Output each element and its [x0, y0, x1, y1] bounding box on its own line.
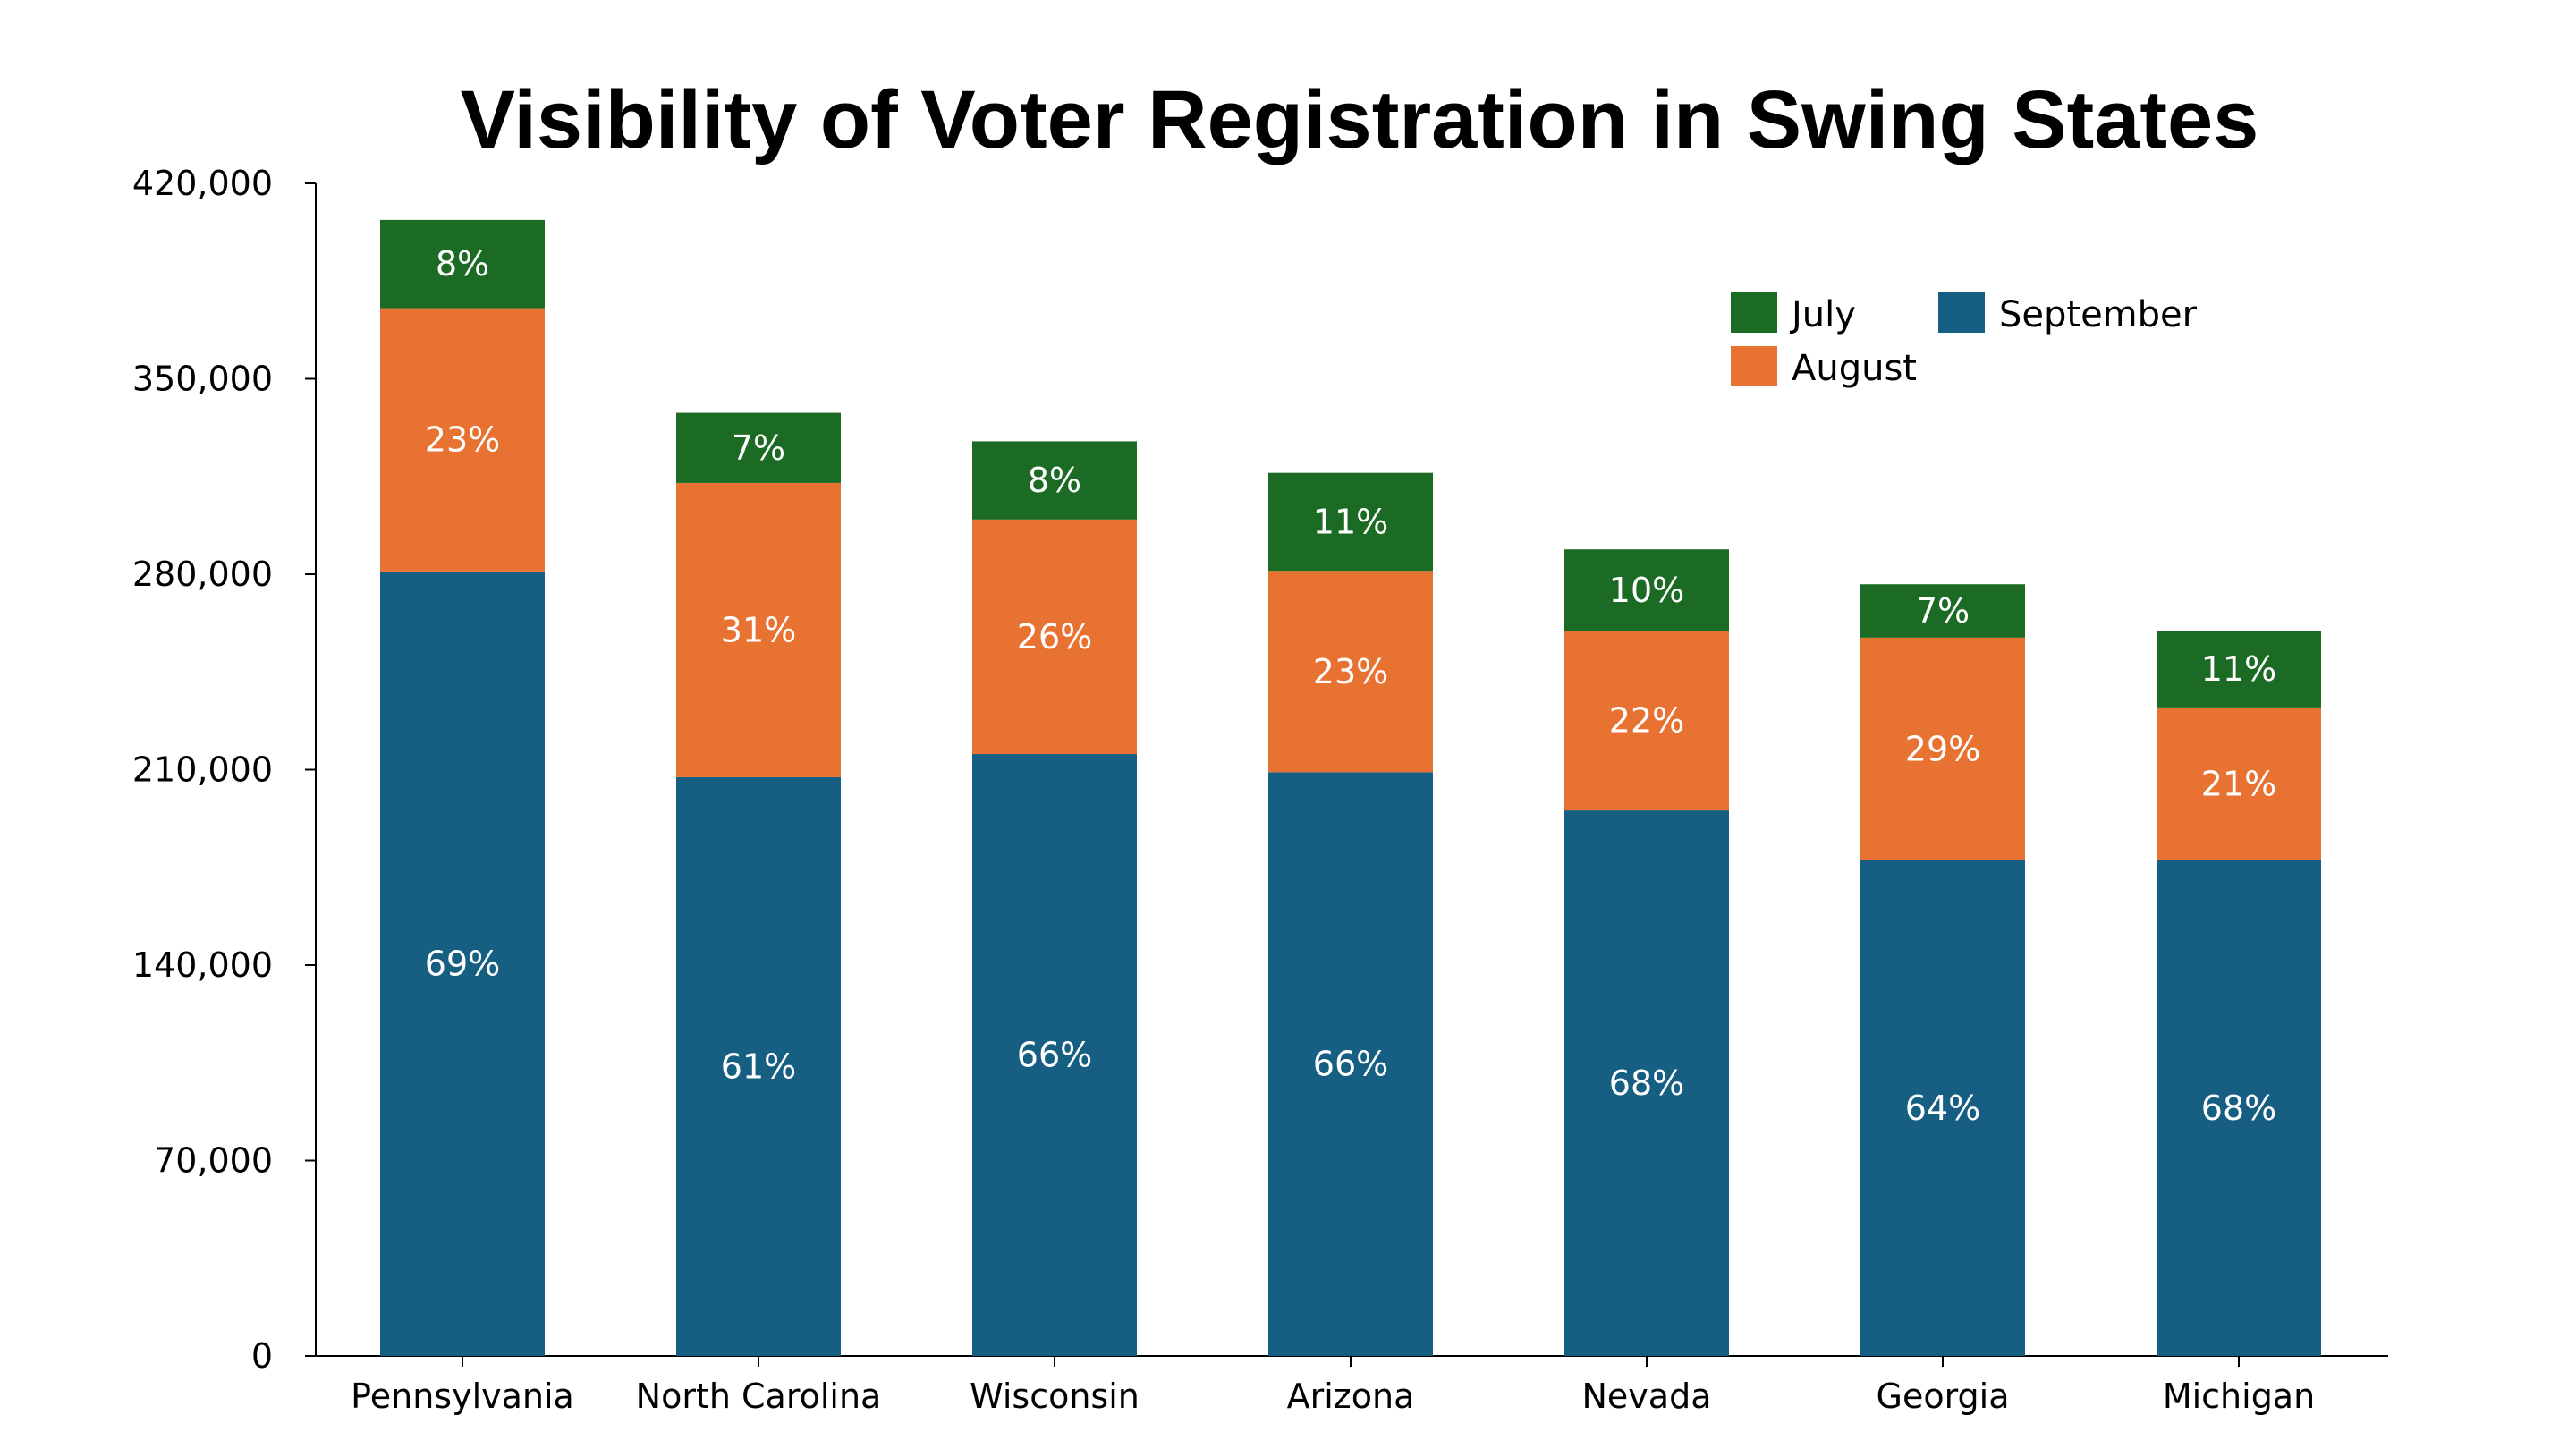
bar-segment-september	[380, 571, 545, 1356]
legend-item-august: August	[1731, 346, 1917, 389]
bar-segment-august	[1860, 637, 2025, 860]
bar-segment-august	[972, 519, 1137, 755]
legend-label: August	[1792, 348, 1917, 389]
x-tick-label: Arizona	[1287, 1377, 1415, 1416]
x-tick-label: Georgia	[1877, 1377, 2010, 1416]
data-label: 22%	[1609, 701, 1684, 741]
legend-label: July	[1789, 294, 1856, 335]
data-label: 69%	[425, 944, 500, 983]
bar-segment-september	[2157, 860, 2321, 1356]
y-tick-label: 420,000	[132, 164, 273, 203]
legend-label: September	[1999, 294, 2198, 335]
bar-segment-july	[380, 219, 545, 309]
data-label: 23%	[1313, 652, 1388, 691]
data-label: 66%	[1313, 1045, 1388, 1084]
y-tick-label: 140,000	[132, 945, 273, 985]
bar-segment-september	[1860, 860, 2025, 1356]
legend-swatch	[1938, 292, 1985, 333]
data-label: 7%	[1916, 591, 1970, 631]
y-tick-label: 0	[251, 1336, 273, 1376]
legend-item-september: September	[1938, 292, 2198, 335]
legend-item-july: July	[1731, 292, 1856, 335]
data-label: 7%	[732, 428, 785, 468]
data-label: 61%	[721, 1046, 796, 1086]
bar-segment-august	[2157, 707, 2321, 860]
y-tick-label: 350,000	[132, 360, 273, 399]
data-label: 8%	[436, 244, 489, 284]
bar-segment-july	[972, 441, 1137, 520]
bar-segment-july	[676, 412, 841, 483]
data-label: 11%	[1313, 502, 1388, 541]
chart-title: Visibility of Voter Registration in Swin…	[461, 74, 2259, 165]
data-label: 23%	[425, 420, 500, 460]
bar-segment-july	[1860, 584, 2025, 638]
data-label: 11%	[2201, 649, 2276, 689]
data-label: 68%	[2201, 1089, 2276, 1128]
x-tick-label: Wisconsin	[970, 1377, 1140, 1416]
data-label: 8%	[1028, 461, 1081, 500]
x-tick-label: Nevada	[1582, 1377, 1712, 1416]
bar-segment-july	[2157, 631, 2321, 708]
bar-segment-september	[1268, 772, 1433, 1356]
bar-segment-july	[1268, 472, 1433, 572]
bar-segment-september	[676, 776, 841, 1356]
data-label: 21%	[2201, 764, 2276, 803]
bar-segment-august	[1564, 631, 1729, 811]
data-label: 68%	[1609, 1063, 1684, 1103]
legend-swatch	[1731, 346, 1777, 386]
bar-segment-august	[1268, 571, 1433, 773]
data-label: 66%	[1017, 1036, 1092, 1075]
data-label: 10%	[1609, 571, 1684, 610]
y-tick-label: 280,000	[132, 555, 273, 594]
bar-segment-july	[1564, 549, 1729, 631]
x-tick-label: Michigan	[2163, 1377, 2315, 1416]
y-tick-label: 70,000	[154, 1141, 273, 1181]
x-tick-label: North Carolina	[636, 1377, 882, 1416]
data-label: 31%	[721, 610, 796, 649]
bar-segment-august	[380, 308, 545, 572]
data-label: 26%	[1017, 617, 1092, 657]
bar-segment-september	[1564, 810, 1729, 1356]
x-tick-label: Pennsylvania	[351, 1377, 574, 1416]
bar-segment-september	[972, 754, 1137, 1356]
bar-segment-august	[676, 482, 841, 777]
y-tick-label: 210,000	[132, 750, 273, 790]
data-label: 29%	[1905, 729, 1980, 768]
legend-swatch	[1731, 292, 1777, 333]
data-label: 64%	[1905, 1089, 1980, 1128]
